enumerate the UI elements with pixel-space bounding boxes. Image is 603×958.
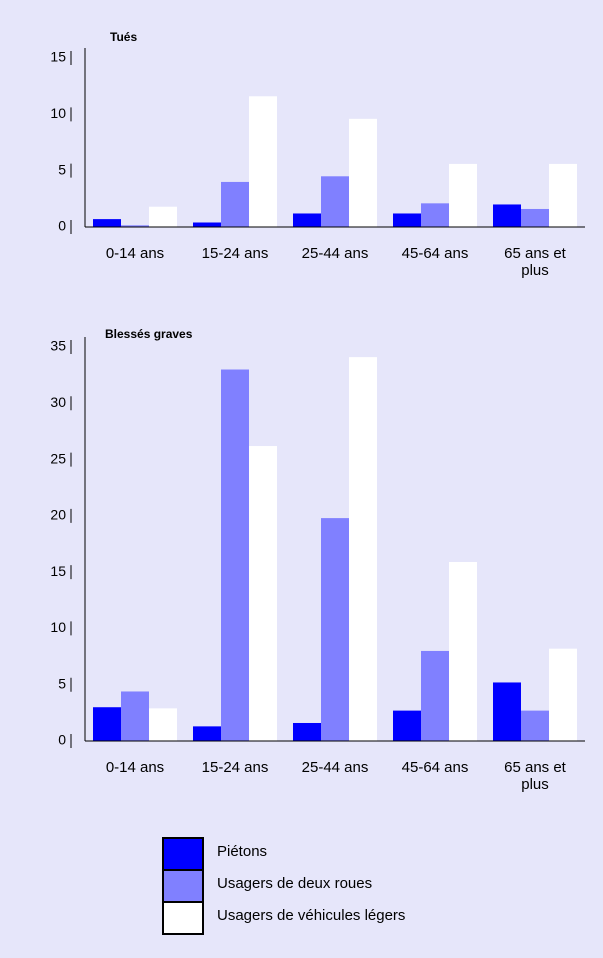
bar [321,176,349,227]
chart-title: Tués [110,30,137,44]
y-tick-label: 35 [50,338,66,354]
x-tick-label: 65 ans et plus [504,759,566,793]
bar [393,213,421,227]
bar [121,691,149,741]
bar [221,181,249,227]
bar [449,163,477,227]
legend-swatch [162,901,204,935]
bar [549,648,577,741]
bar [349,357,377,741]
bar [521,208,549,227]
bar [149,206,177,227]
y-tick-label: 0 [58,218,66,234]
x-tick-label: 25-44 ans [301,759,369,776]
bar [221,369,249,741]
bar [93,707,121,741]
x-tick-label: 65 ans et plus [504,245,566,279]
legend-label: Usagers de deux roues [217,875,372,892]
x-tick-label: 0-14 ans [105,245,165,262]
y-tick-label: 5 [58,161,66,177]
bar [449,562,477,741]
bar [293,722,321,741]
y-tick-label: 20 [50,507,66,523]
x-tick-label: 25-44 ans [301,245,369,262]
bar [121,225,149,227]
y-tick-label: 5 [58,675,66,691]
bar [393,710,421,741]
y-tick-label: 10 [50,619,66,635]
bar [193,726,221,741]
bar [193,222,221,227]
x-tick-label: 15-24 ans [201,245,269,262]
x-tick-label: 15-24 ans [201,759,269,776]
x-tick-label: 0-14 ans [105,759,165,776]
bar [149,708,177,741]
bar [93,219,121,227]
bar [293,213,321,227]
bar [349,118,377,227]
y-tick-label: 15 [50,49,66,65]
bar [521,710,549,741]
y-tick-label: 15 [50,563,66,579]
y-tick-label: 10 [50,105,66,121]
bar [421,650,449,741]
bar [421,203,449,227]
bar [321,518,349,741]
y-tick-label: 0 [58,732,66,748]
legend-swatch [162,869,204,903]
y-tick-label: 25 [50,450,66,466]
bar [493,682,521,741]
y-tick-label: 30 [50,394,66,410]
bar [549,163,577,227]
legend-label: Piétons [217,843,267,860]
legend-label: Usagers de véhicules légers [217,907,405,924]
bar [249,96,277,227]
bar [249,446,277,741]
bar [493,204,521,227]
chart-title: Blessés graves [105,327,193,341]
x-tick-label: 45-64 ans [401,245,469,262]
x-tick-label: 45-64 ans [401,759,469,776]
legend-swatch [162,837,204,871]
